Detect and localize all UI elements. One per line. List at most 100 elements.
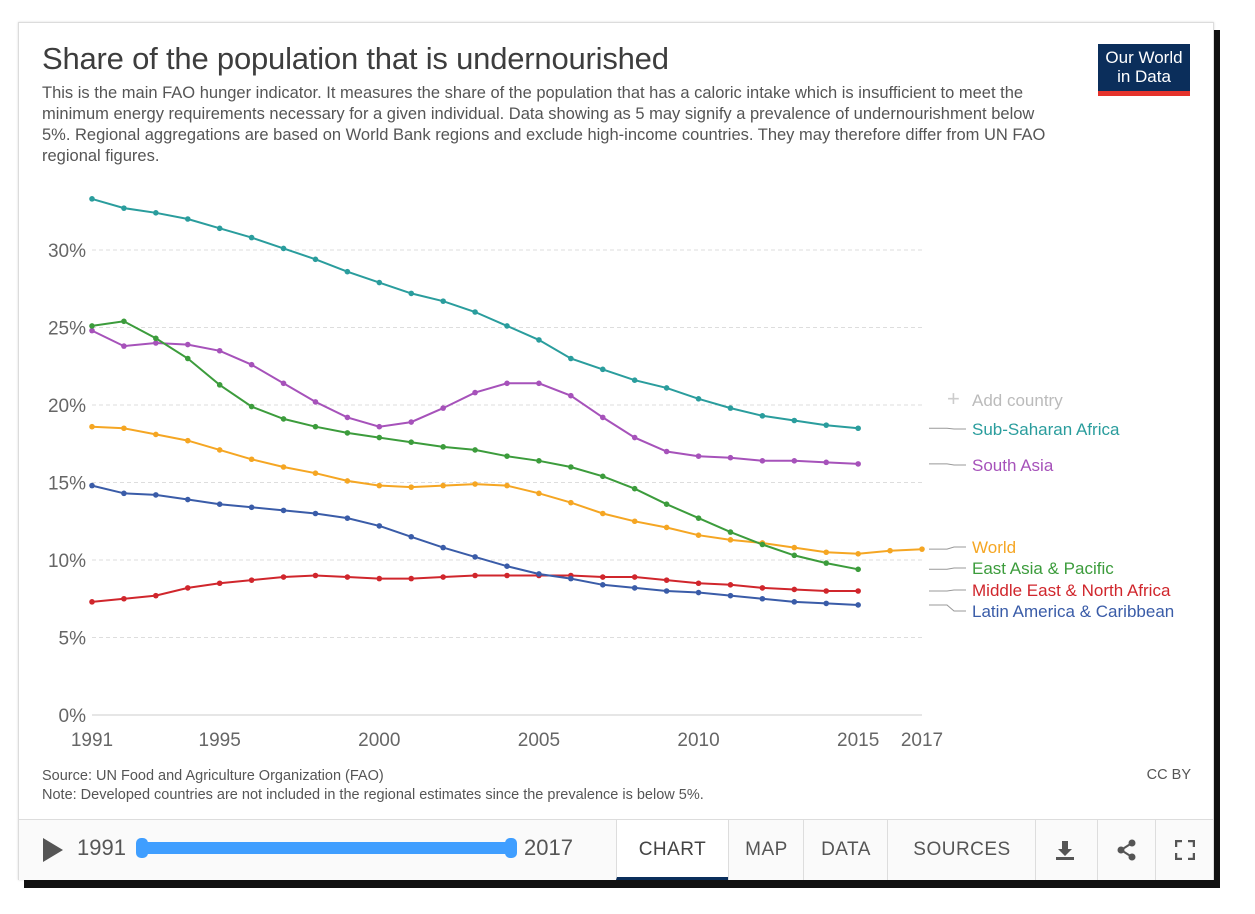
play-icon[interactable]	[43, 838, 63, 862]
data-point	[121, 205, 127, 211]
data-point	[727, 405, 734, 411]
legend-label: World	[972, 538, 1016, 557]
data-point	[376, 434, 383, 441]
data-point	[89, 196, 95, 202]
data-point	[344, 414, 351, 421]
data-point	[504, 380, 510, 387]
data-point	[536, 490, 542, 497]
data-point	[153, 335, 159, 342]
data-point	[472, 572, 478, 579]
data-point	[440, 405, 446, 411]
data-point	[791, 552, 798, 559]
data-point	[248, 361, 255, 368]
data-point	[184, 496, 191, 503]
data-point	[248, 577, 255, 583]
data-point	[280, 507, 287, 514]
data-point	[823, 459, 830, 466]
data-point	[695, 515, 702, 521]
data-point	[440, 444, 446, 450]
data-point	[280, 380, 287, 387]
data-point	[376, 423, 383, 430]
data-point	[121, 318, 127, 325]
data-point	[248, 403, 255, 410]
data-point	[89, 423, 95, 430]
x-tick-label: 2017	[901, 730, 943, 751]
data-point	[440, 574, 446, 580]
tab-map[interactable]: MAP	[728, 820, 804, 880]
data-point	[791, 417, 798, 424]
data-point	[759, 595, 766, 602]
data-point	[823, 422, 830, 428]
y-tick-label: 0%	[59, 706, 87, 727]
data-point	[184, 341, 191, 348]
share-button[interactable]	[1097, 820, 1155, 880]
timeline-slider-track[interactable]	[141, 842, 511, 854]
data-point	[153, 431, 159, 438]
fullscreen-button[interactable]	[1155, 820, 1213, 880]
data-point	[440, 544, 446, 551]
license-link[interactable]: CC BY	[1146, 767, 1191, 783]
data-point	[376, 279, 383, 286]
data-point	[855, 551, 861, 557]
data-point	[695, 580, 702, 587]
add-country-button[interactable]: + Add country	[947, 386, 1063, 411]
data-point	[472, 389, 478, 396]
data-point	[344, 430, 351, 436]
data-point	[887, 547, 893, 554]
data-point	[121, 490, 127, 497]
data-point	[89, 482, 95, 489]
data-point	[312, 256, 319, 263]
data-point	[153, 592, 159, 599]
owid-logo[interactable]: Our World in Data	[1098, 44, 1190, 96]
data-point	[216, 382, 223, 388]
data-point	[599, 473, 606, 480]
data-point	[184, 355, 191, 362]
download-button[interactable]	[1035, 820, 1093, 880]
data-point	[376, 575, 383, 582]
legend-connector	[929, 546, 966, 550]
data-point	[504, 572, 510, 579]
data-point	[663, 588, 670, 594]
timeline-start-handle[interactable]	[136, 838, 148, 858]
data-point	[280, 574, 287, 580]
data-point	[727, 454, 734, 461]
data-point	[121, 595, 127, 602]
data-point	[472, 309, 478, 315]
data-point	[89, 327, 95, 334]
data-point	[153, 340, 159, 346]
data-point	[759, 541, 766, 548]
data-point	[759, 458, 766, 464]
controls-bar: 1991 2017 CHART MAP DATA SOURCES	[19, 819, 1213, 880]
data-point	[153, 492, 159, 498]
x-tick-label: 2000	[358, 730, 400, 751]
data-point	[248, 234, 255, 241]
tab-data[interactable]: DATA	[803, 820, 888, 880]
data-point	[823, 549, 830, 556]
x-tick-label: 1991	[71, 730, 113, 751]
timeline-end-handle[interactable]	[505, 838, 517, 858]
tab-sources[interactable]: SOURCES	[887, 820, 1036, 880]
share-icon	[1117, 839, 1135, 861]
tab-chart[interactable]: CHART	[616, 820, 728, 880]
data-point	[408, 419, 415, 425]
data-point	[376, 482, 383, 489]
data-point	[663, 448, 670, 455]
data-point	[89, 599, 95, 605]
data-point	[153, 210, 159, 216]
y-tick-label: 20%	[48, 396, 86, 417]
y-tick-label: 5%	[59, 629, 87, 650]
data-point	[599, 574, 606, 580]
data-point	[536, 458, 542, 464]
data-point	[568, 575, 574, 582]
legend-label: Sub-Saharan Africa	[972, 420, 1120, 439]
data-point	[184, 585, 191, 591]
data-point	[631, 585, 638, 591]
chart-footer: Source: UN Food and Agriculture Organiza…	[42, 767, 704, 805]
y-tick-label: 10%	[48, 551, 86, 572]
data-point	[536, 380, 542, 387]
data-point	[695, 589, 702, 596]
data-point	[823, 600, 830, 607]
data-point	[344, 515, 351, 521]
data-point	[344, 268, 351, 275]
legend-connector	[929, 589, 966, 592]
